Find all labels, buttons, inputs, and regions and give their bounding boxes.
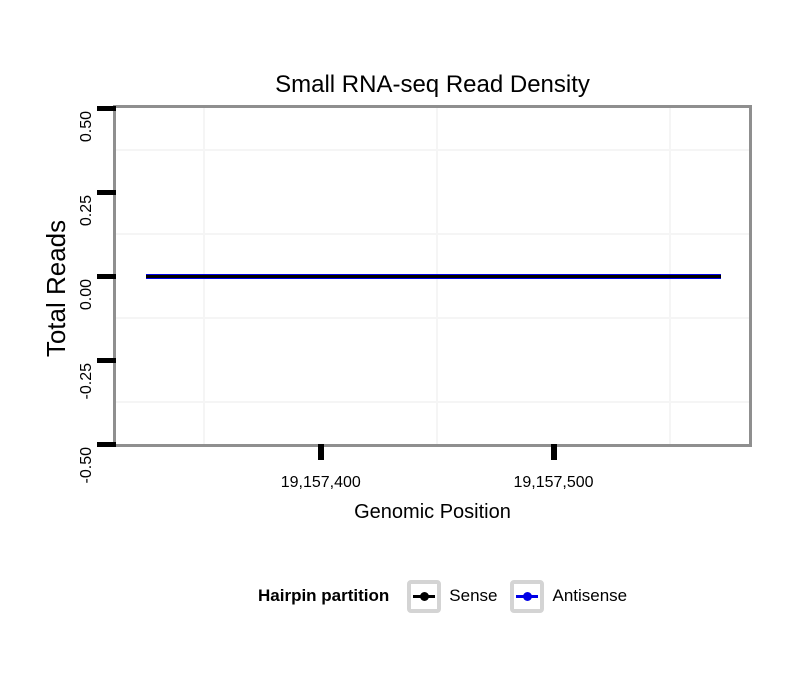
x-axis-tick (317, 444, 324, 460)
chart-title: Small RNA-seq Read Density (275, 71, 590, 98)
y-tick-label: -0.25 (78, 363, 95, 400)
x-tick-label: 19,157,500 (513, 474, 594, 491)
legend-item-label: Sense (449, 586, 498, 605)
y-axis-title-wrap: Total Reads (42, 119, 72, 457)
y-axis-tick (97, 190, 116, 195)
minor-gridline-y (116, 233, 749, 235)
legend-title: Hairpin partition (258, 586, 390, 605)
y-axis-tick (97, 106, 116, 111)
x-tick-label: 19,157,400 (280, 474, 361, 491)
y-axis-tick (97, 442, 116, 447)
legend-key-antisense (510, 579, 545, 613)
legend-key-sense (407, 579, 442, 613)
y-tick-label: -0.50 (78, 447, 95, 484)
legend-key-dot-icon (419, 591, 429, 601)
y-tick-label: 0.50 (78, 111, 95, 143)
minor-gridline-y (116, 317, 749, 319)
legend: Hairpin partition Sense Antisense (258, 579, 640, 613)
legend-item-label: Antisense (552, 586, 628, 605)
legend-key-dot-icon (522, 591, 532, 601)
x-axis-tick (550, 444, 557, 460)
y-axis-tick (97, 274, 116, 279)
y-tick-label: 0.25 (78, 195, 95, 227)
series-line-sense (146, 274, 722, 278)
y-tick-label: 0.00 (78, 279, 95, 311)
minor-gridline-y (116, 401, 749, 403)
y-axis-title: Total Reads (41, 219, 72, 357)
x-axis-title: Genomic Position (354, 501, 511, 523)
y-axis-tick (97, 358, 116, 363)
minor-gridline-y (116, 149, 749, 151)
legend-items: Sense Antisense (407, 579, 640, 613)
